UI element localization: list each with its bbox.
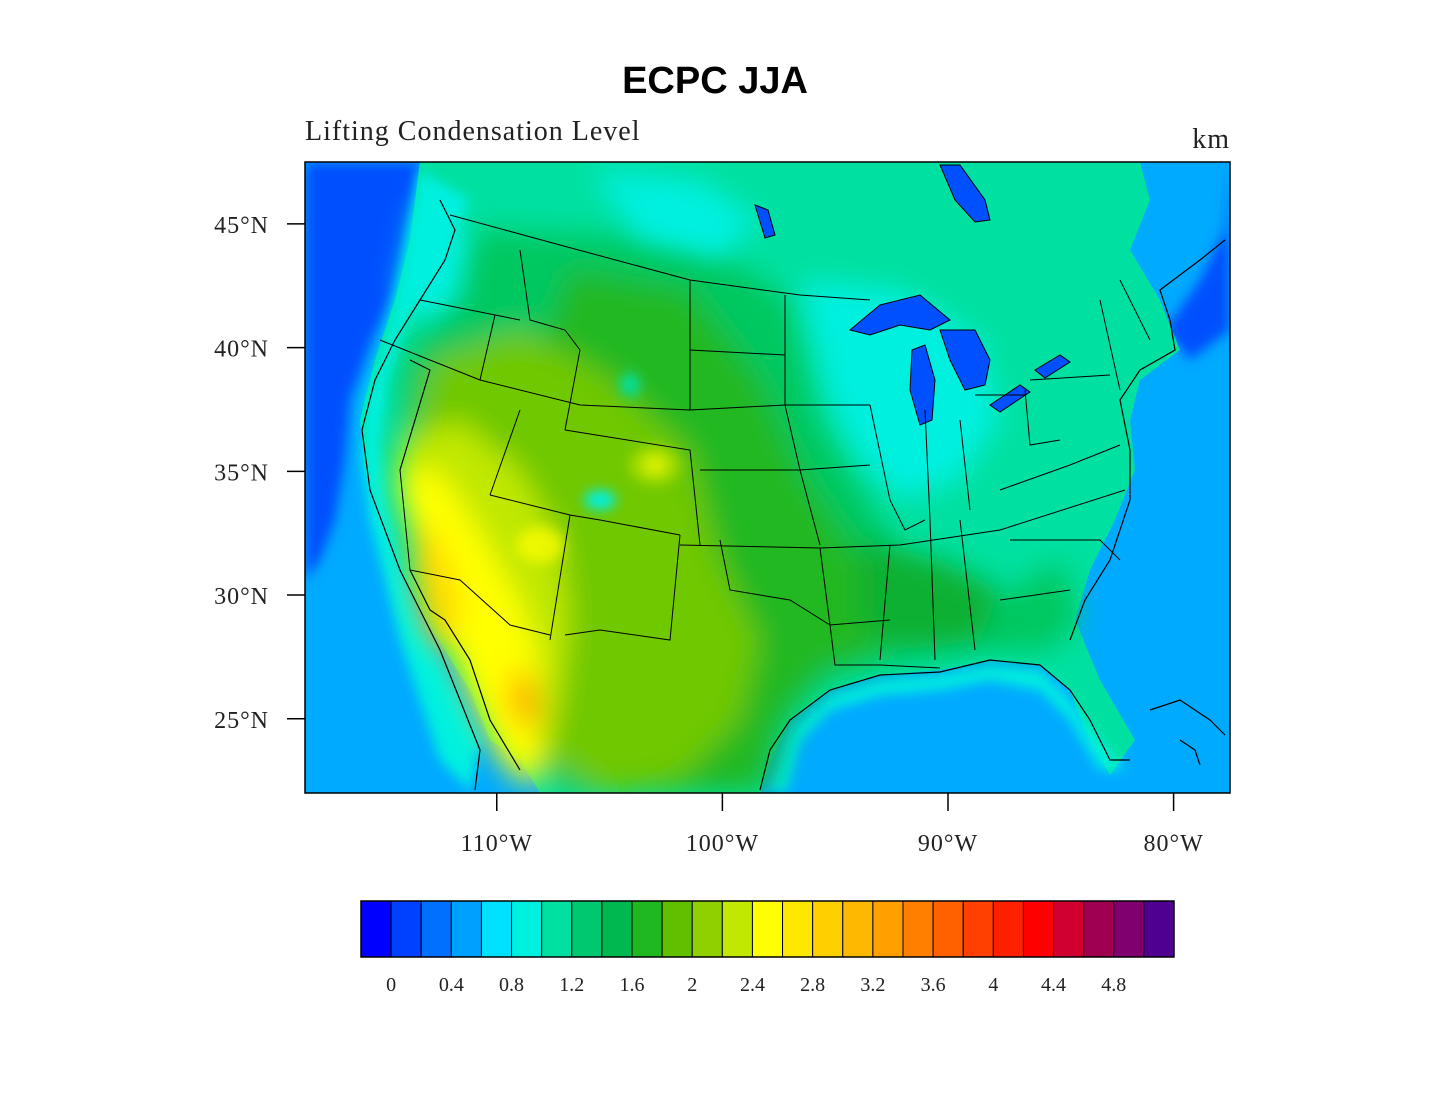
colorbar-swatch xyxy=(962,900,994,958)
colorbar-swatch xyxy=(1143,900,1175,958)
lon-tick-label: 110°W xyxy=(461,831,533,857)
gulf-coast-cyan xyxy=(770,665,1125,793)
colorbar-swatch xyxy=(541,900,573,958)
lon-tick-label: 90°W xyxy=(918,831,978,857)
colorbar-swatch xyxy=(691,900,723,958)
spot-cyan-rockies xyxy=(584,490,616,510)
chart-title: ECPC JJA xyxy=(622,60,808,102)
map-frame xyxy=(304,161,1231,794)
coast-cyan-west xyxy=(362,170,480,790)
colorbar-swatch xyxy=(360,900,392,958)
lake-erie xyxy=(989,384,1031,413)
great-lakes xyxy=(754,164,1071,426)
colorbar-swatch xyxy=(842,900,874,958)
coast-bahamas xyxy=(1179,739,1201,766)
pacific-deep xyxy=(305,162,420,580)
colorbar-label: 0.8 xyxy=(499,974,524,996)
colorbar-swatch xyxy=(782,900,814,958)
colorbar-swatch xyxy=(390,900,422,958)
colorbar-swatch xyxy=(631,900,663,958)
colorbar-label: 1.6 xyxy=(620,974,645,996)
zone-yellowgreen xyxy=(410,330,760,793)
colorbar-label: 2 xyxy=(687,974,697,996)
colorbar-swatch xyxy=(1083,900,1115,958)
colorbar: 0 0.4 0.8 1.2 1.6 2 2.4 2.8 3.2 3.6 4 4.4 4.8 xyxy=(360,900,1175,996)
zone-cyan-pacific-nw xyxy=(400,200,470,330)
state-boundaries xyxy=(379,214,1151,669)
colorbar-swatch xyxy=(661,900,693,958)
coastlines xyxy=(361,199,1226,791)
zone-green-dark xyxy=(860,540,1000,650)
colorbar-label: 4 xyxy=(988,974,998,996)
variable-name: Lifting Condensation Level xyxy=(305,116,641,147)
colorbar-label: 1.2 xyxy=(559,974,584,996)
lake-ontario xyxy=(1034,354,1071,379)
colorbar-swatch xyxy=(812,900,844,958)
lake-winnipegosis xyxy=(754,204,776,239)
coast-pacific xyxy=(361,199,481,791)
lcl-contour-field xyxy=(305,162,1230,793)
colorbar-swatch xyxy=(992,900,1024,958)
colorbar-swatch xyxy=(571,900,603,958)
spot-lime-colorado xyxy=(629,445,681,485)
colorbar-swatch xyxy=(511,900,543,958)
zone-gold xyxy=(410,520,460,650)
colorbar-label: 0 xyxy=(386,974,396,996)
lat-tick-label: 25°N xyxy=(214,708,269,734)
lake-superior xyxy=(848,294,951,336)
coast-cuba xyxy=(1149,699,1226,736)
lake-michigan xyxy=(909,344,936,426)
colorbar-swatch xyxy=(932,900,964,958)
colorbar-swatch xyxy=(450,900,482,958)
lat-tick-label: 40°N xyxy=(214,337,269,363)
spot-lime-utah xyxy=(516,527,564,563)
spot-cyan-rockies-2 xyxy=(620,373,640,397)
colorbar-swatch xyxy=(1053,900,1085,958)
zone-orange-sonora xyxy=(510,670,540,730)
lon-tick-label: 80°W xyxy=(1143,831,1203,857)
colorbar-swatch xyxy=(721,900,753,958)
lon-tick-label: 100°W xyxy=(686,831,759,857)
lake-winnipeg xyxy=(939,164,991,223)
colorbar-label: 2.4 xyxy=(740,974,765,996)
colorbar-swatch xyxy=(872,900,904,958)
colorbar-label: 0.4 xyxy=(439,974,464,996)
colorbar-swatch xyxy=(1113,900,1145,958)
colorbar-label: 4.8 xyxy=(1101,974,1126,996)
colorbar-label: 2.8 xyxy=(800,974,825,996)
atlantic-deep xyxy=(1165,162,1230,360)
longitude-axis: 110°W 100°W 90°W 80°W xyxy=(461,793,1203,857)
colorbar-swatch xyxy=(420,900,452,958)
lat-tick-label: 45°N xyxy=(214,213,269,239)
colorbar-label: 3.6 xyxy=(921,974,946,996)
coast-baja xyxy=(409,569,521,771)
colorbar-swatch xyxy=(902,900,934,958)
lake-huron xyxy=(939,329,991,391)
colorbar-swatch xyxy=(751,900,784,958)
colorbar-label: 3.2 xyxy=(860,974,885,996)
lat-tick-label: 35°N xyxy=(214,460,269,486)
colorbar-swatch xyxy=(601,900,633,958)
colorbar-label: 4.4 xyxy=(1041,974,1066,996)
colorbar-swatch xyxy=(480,900,513,958)
lat-tick-label: 30°N xyxy=(214,584,269,610)
units-label: km xyxy=(1192,124,1230,155)
coast-gulf xyxy=(759,659,1130,791)
coast-atlantic xyxy=(1069,239,1226,641)
zone-cyan-north xyxy=(590,170,760,260)
colorbar-swatch xyxy=(1022,900,1055,958)
latitude-axis: 45°N 40°N 35°N 30°N 25°N xyxy=(214,213,305,734)
